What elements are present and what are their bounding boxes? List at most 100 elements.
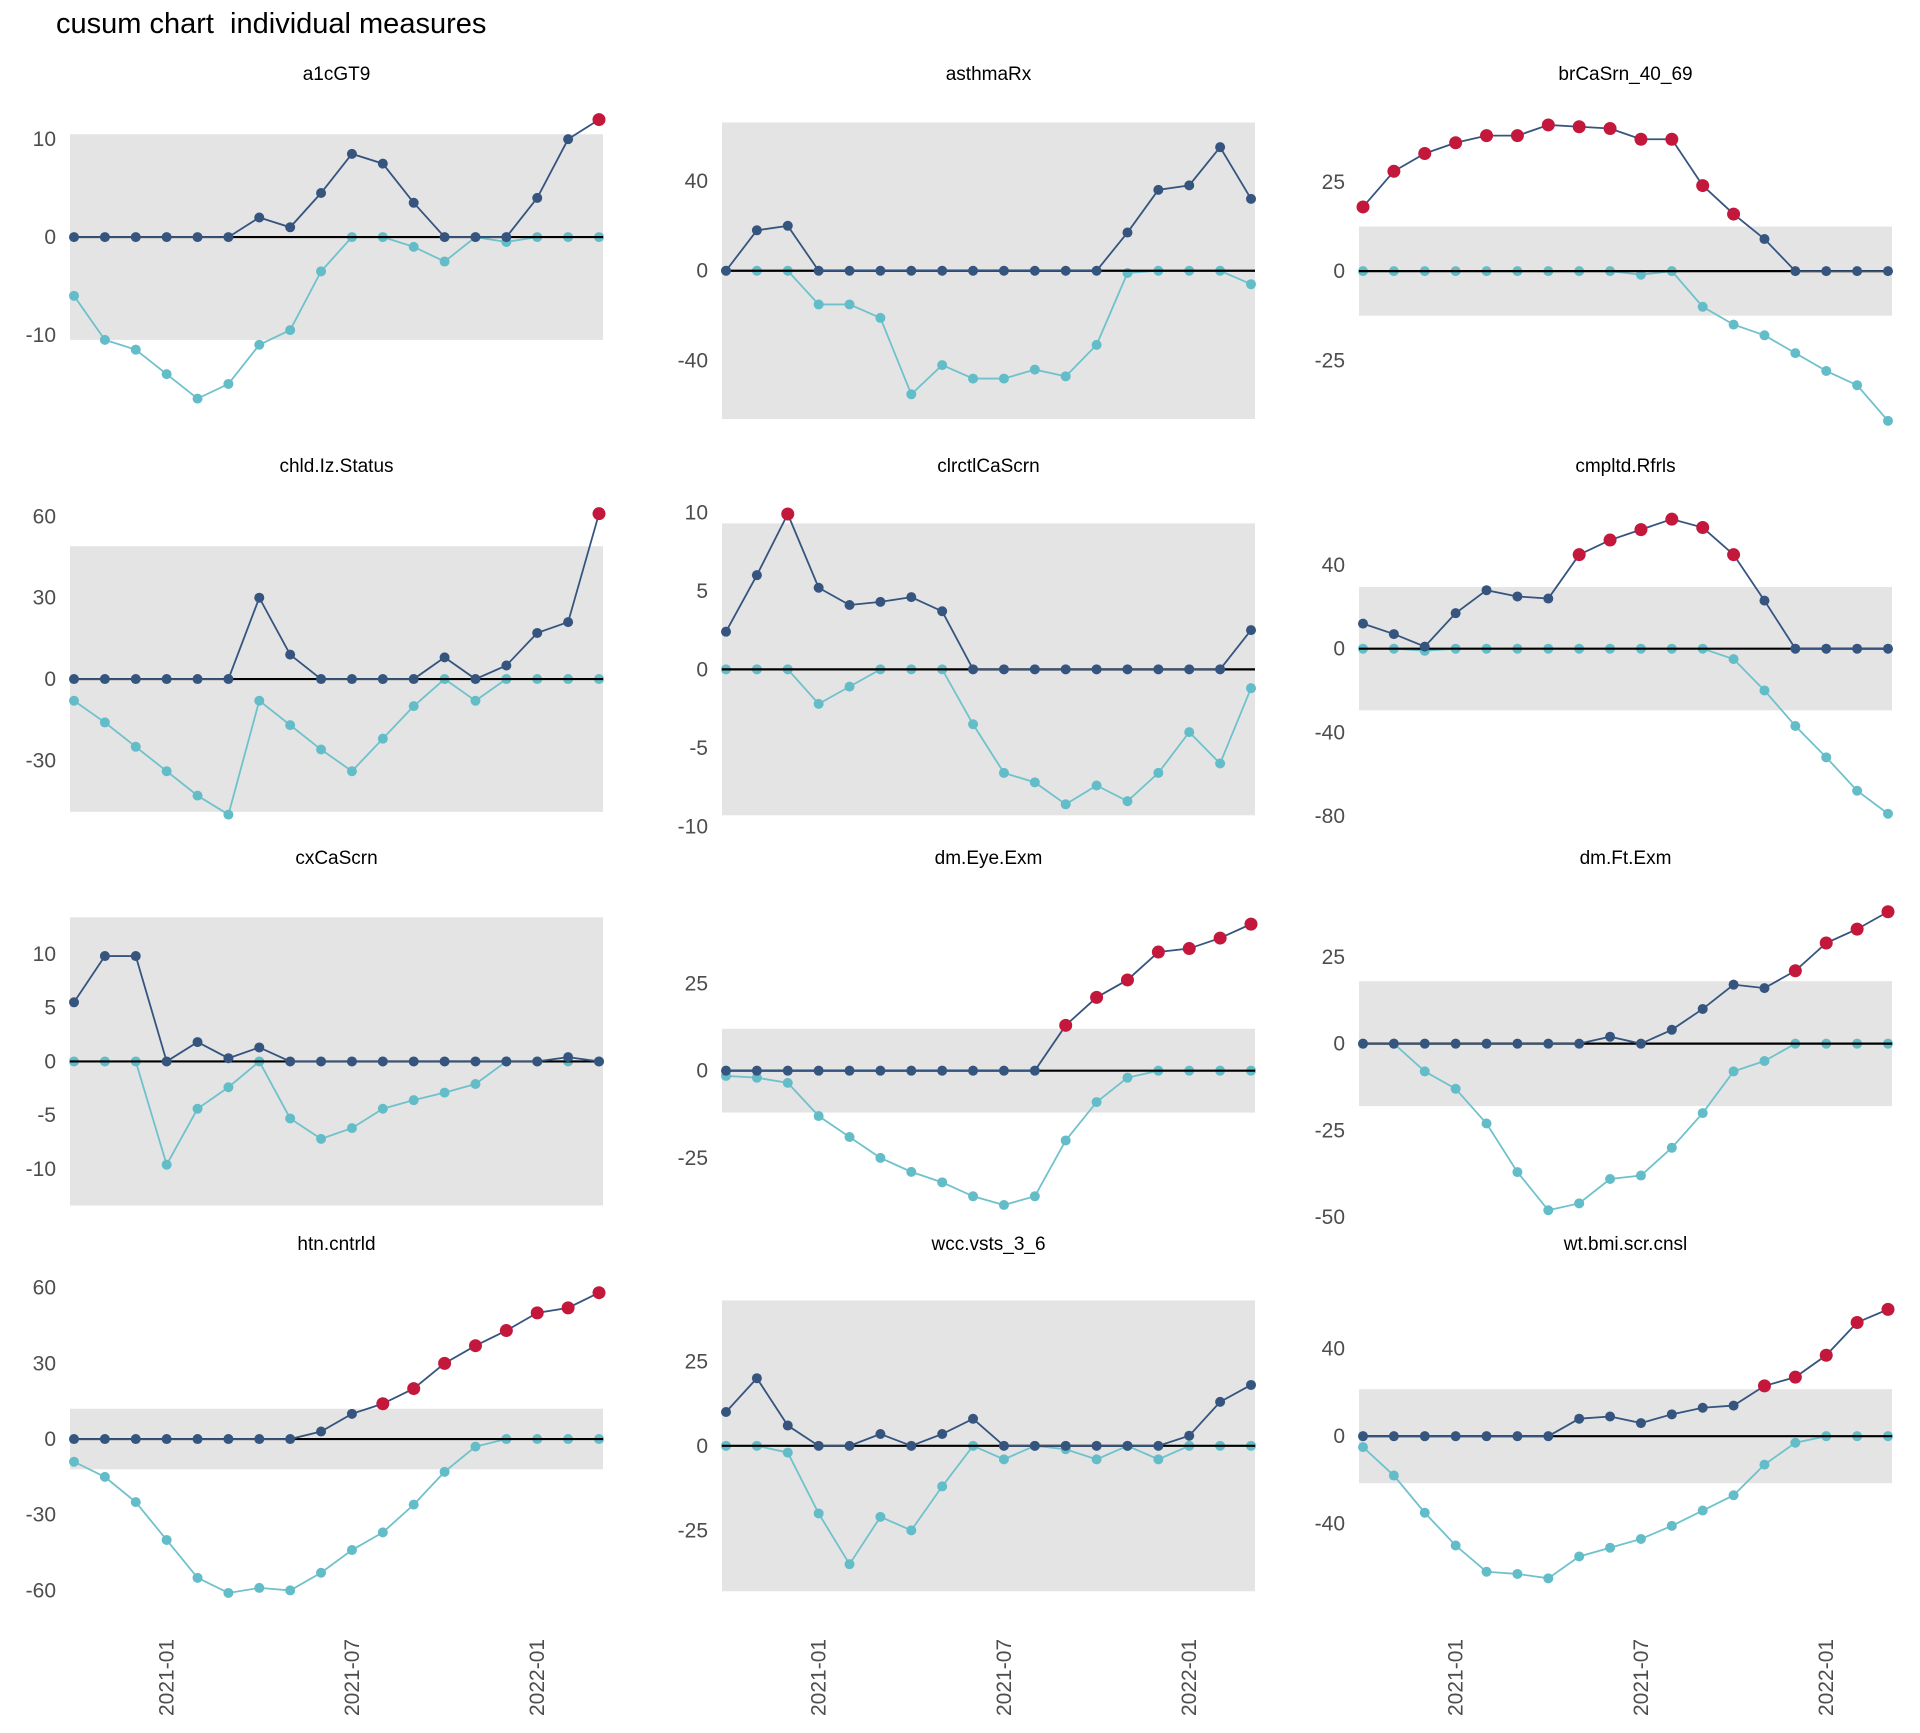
lower-cusum-point <box>1419 1507 1430 1518</box>
chart-panel-brCaSrn_40_69: brCaSrn_40_69 25 0 -25 <box>1315 64 1893 426</box>
panel-title: cxCaScrn <box>295 848 377 869</box>
y-axis-label: 40 <box>1322 1338 1345 1361</box>
lower-cusum-point <box>844 299 855 310</box>
lower-cusum-point <box>1481 1566 1492 1577</box>
lower-cusum-point <box>844 681 855 692</box>
signal-point <box>1757 1379 1771 1393</box>
lower-cusum-point <box>1122 267 1133 278</box>
upper-cusum-point <box>1481 585 1492 596</box>
lower-cusum-point <box>377 1527 388 1538</box>
signal-point <box>1788 1370 1802 1384</box>
upper-cusum-point <box>563 617 574 628</box>
upper-cusum-point <box>1388 1431 1399 1442</box>
lower-cusum-point <box>439 1466 450 1477</box>
lower-cusum-point <box>1790 720 1801 731</box>
upper-cusum-point <box>906 1440 917 1451</box>
upper-cusum-point <box>1666 1024 1677 1035</box>
lower-cusum-point <box>99 1471 110 1482</box>
lower-cusum-point <box>1091 339 1102 350</box>
x-axis-label: 2022-01 <box>1178 1639 1201 1716</box>
signal-point <box>592 1286 606 1300</box>
upper-cusum-point <box>1728 1400 1739 1411</box>
lower-cusum-point <box>937 360 948 371</box>
lower-cusum-point <box>1728 654 1739 665</box>
upper-cusum-point <box>1512 1038 1523 1049</box>
lower-cusum-point <box>1358 1442 1368 1453</box>
upper-cusum-point <box>721 626 731 637</box>
upper-cusum-point <box>844 265 855 276</box>
lower-cusum-point <box>1666 1142 1677 1153</box>
lower-cusum-point <box>1060 799 1071 810</box>
signal-point <box>1696 179 1710 193</box>
lower-cusum-point <box>906 389 917 400</box>
lower-cusum-point <box>192 790 203 801</box>
y-axis-label: 25 <box>1322 171 1345 194</box>
upper-cusum-point <box>192 232 203 243</box>
upper-cusum-point <box>1697 1003 1708 1014</box>
upper-cusum-point <box>937 606 948 617</box>
lower-cusum-point <box>1728 1490 1739 1501</box>
lower-cusum-point <box>130 1497 141 1508</box>
upper-cusum-point <box>99 1434 110 1445</box>
signal-point <box>407 1382 421 1396</box>
lower-cusum-point <box>875 1511 886 1522</box>
lower-cusum-point <box>1215 758 1226 769</box>
lower-cusum-point <box>439 256 450 267</box>
signal-point <box>1665 132 1679 146</box>
lower-cusum-point <box>937 1177 948 1188</box>
y-axis-label: 0 <box>1333 1425 1345 1448</box>
upper-cusum-point <box>377 158 388 169</box>
lower-cusum-point <box>844 1559 855 1570</box>
signal-point <box>1059 1018 1073 1032</box>
upper-cusum-point <box>69 674 79 685</box>
chart-panel-wcc.vsts_3_6: wcc.vsts_3_6 25 0 -25 2021-01 2021-07 2022-01 <box>678 1234 1256 1716</box>
upper-cusum-point <box>69 232 79 243</box>
upper-cusum-point <box>1512 591 1523 602</box>
upper-cusum-point <box>1419 1038 1430 1049</box>
panel-title: wcc.vsts_3_6 <box>930 1234 1045 1255</box>
lower-cusum-point <box>285 325 296 336</box>
y-axis-label: 25 <box>1322 946 1345 969</box>
signal-point <box>1850 922 1864 936</box>
y-axis-label: -40 <box>1315 721 1345 744</box>
upper-cusum-point <box>99 232 110 243</box>
lower-cusum-point <box>1605 1174 1616 1185</box>
upper-cusum-line <box>725 1376 1252 1447</box>
upper-cusum-point <box>813 265 824 276</box>
chart-panel-a1cGT9: a1cGT9 10 0 -10 <box>26 64 606 404</box>
signal-point <box>1603 122 1617 136</box>
y-axis-label: 0 <box>1333 260 1345 283</box>
upper-cusum-point <box>1574 1413 1585 1424</box>
upper-cusum-point <box>130 1434 141 1445</box>
lower-cusum-line <box>726 1444 1251 1566</box>
upper-cusum-line <box>725 511 1252 671</box>
upper-cusum-line <box>1363 910 1889 1045</box>
upper-cusum-point <box>254 1434 265 1445</box>
signal-point <box>1727 548 1741 562</box>
lower-cusum-point <box>1419 1066 1430 1077</box>
lower-cusum-point <box>782 1077 793 1088</box>
lower-cusum-point <box>316 744 327 755</box>
upper-cusum-point <box>1122 664 1133 675</box>
upper-cusum-point <box>99 674 110 685</box>
upper-cusum-point <box>906 265 917 276</box>
lower-cusum-point <box>813 698 824 709</box>
lower-cusum-point <box>1153 1454 1164 1465</box>
upper-cusum-point <box>875 265 886 276</box>
signal-point <box>1541 118 1555 132</box>
upper-cusum-point <box>721 265 731 276</box>
lower-cusum-point <box>223 1082 234 1093</box>
x-axis-label: 2021-01 <box>808 1639 831 1716</box>
lower-cusum-point <box>813 1508 824 1519</box>
upper-cusum-point <box>875 1429 886 1439</box>
lower-cusum-point <box>1635 1170 1646 1181</box>
lower-cusum-point <box>813 299 824 310</box>
lower-cusum-point <box>1821 365 1832 376</box>
signal-point <box>1090 990 1104 1004</box>
lower-cusum-point <box>346 1123 357 1134</box>
lower-cusum-point <box>968 719 979 730</box>
lower-cusum-point <box>1697 301 1708 312</box>
lower-cusum-point <box>192 1103 203 1114</box>
y-axis-label: 0 <box>1333 1033 1345 1056</box>
lower-cusum-point <box>1574 1198 1585 1209</box>
